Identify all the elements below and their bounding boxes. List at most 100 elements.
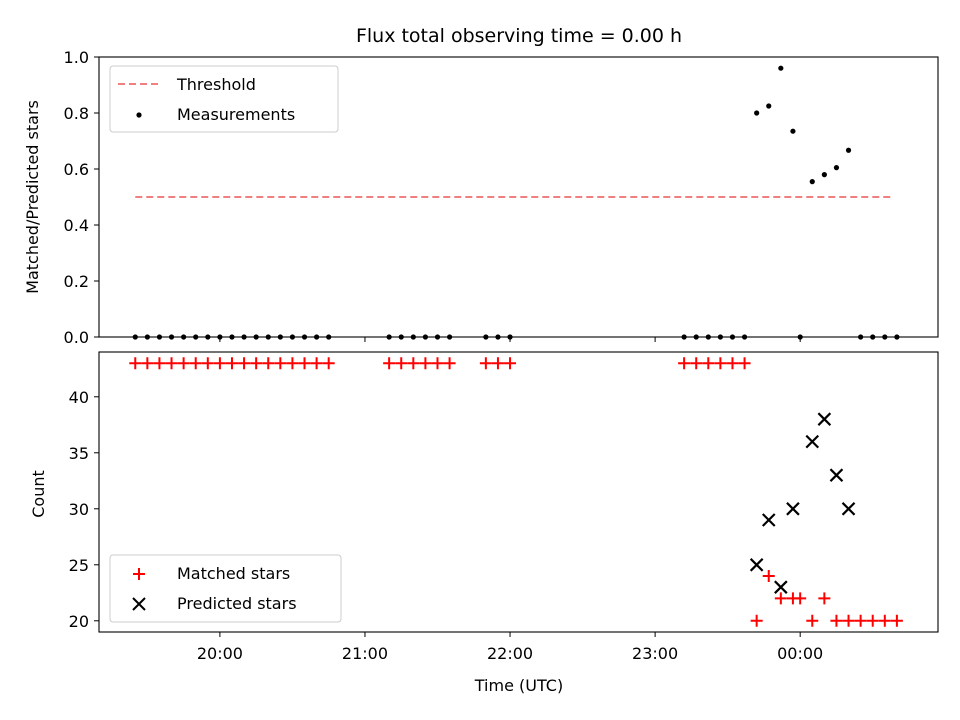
- measurement-point: [507, 334, 513, 340]
- bottom-y-ticks: 20 25 30 35 40: [69, 388, 99, 631]
- predicted-star-point: [841, 502, 856, 516]
- matched-star-point: [854, 614, 867, 627]
- top-marks: [132, 65, 900, 340]
- measurement-point: [265, 334, 271, 340]
- bottom-y-tick-label: 20: [69, 612, 89, 631]
- predicted-star-point: [761, 513, 776, 527]
- measurement-point: [326, 334, 332, 340]
- legend-measurements-label: Measurements: [177, 105, 295, 124]
- matched-star-point: [702, 357, 715, 370]
- matched-star-point: [750, 614, 763, 627]
- bottom-y-tick-label: 25: [69, 556, 89, 575]
- measurement-point: [434, 334, 441, 340]
- matched-star-point: [274, 357, 287, 370]
- predicted-star-point: [749, 558, 764, 572]
- matched-star-point: [678, 357, 691, 370]
- measurement-point: [386, 334, 392, 340]
- measurement-point: [495, 334, 501, 340]
- matched-star-point: [794, 592, 807, 605]
- matched-star-point: [165, 357, 178, 370]
- matched-star-point: [225, 357, 238, 370]
- chart-title: Flux total observing time = 0.00 h: [356, 25, 682, 47]
- measurement-point: [205, 334, 211, 340]
- x-tick-label: 20:00: [197, 644, 243, 663]
- matched-star-point: [383, 357, 396, 370]
- bottom-panel: 20 25 30 35 40 20:00 21:00 22:00 23:00 00:00 Cou…: [29, 351, 939, 695]
- measurement-point: [833, 165, 840, 171]
- legend-measurements-swatch: [136, 112, 142, 118]
- x-tick-label: 23:00: [632, 644, 678, 663]
- x-tick-label: 21:00: [342, 644, 388, 663]
- matched-star-point: [286, 357, 299, 370]
- bottom-legend-box: [109, 554, 342, 623]
- bottom-marks: [129, 357, 903, 627]
- measurement-point: [858, 334, 864, 340]
- top-y-tick-label: 0.0: [64, 328, 89, 347]
- measurement-point: [277, 334, 283, 340]
- measurement-point: [681, 334, 687, 340]
- measurement-point: [410, 334, 416, 340]
- measurement-point: [446, 334, 453, 340]
- measurement-point: [894, 334, 900, 340]
- bottom-x-ticks: 20:00 21:00 22:00 23:00 00:00: [197, 632, 823, 663]
- top-y-tick-label: 0.4: [64, 216, 89, 235]
- measurement-point: [422, 334, 429, 340]
- measurement-point: [217, 334, 223, 340]
- measurement-point: [168, 334, 175, 340]
- measurement-point: [766, 103, 772, 109]
- predicted-star-point: [817, 412, 832, 426]
- top-y-axis-label: Matched/Predicted stars: [23, 100, 42, 294]
- measurement-point: [289, 334, 296, 340]
- matched-star-point: [141, 357, 154, 370]
- matched-star-point: [322, 357, 335, 370]
- measurement-point: [809, 179, 815, 185]
- measurement-point: [717, 334, 723, 340]
- bottom-legend: Matched stars Predicted stars: [109, 554, 342, 623]
- legend-threshold-label: Threshold: [176, 75, 256, 94]
- matched-star-point: [189, 357, 202, 370]
- measurement-point: [181, 334, 187, 340]
- measurement-point: [253, 334, 259, 340]
- top-plot-frame: [98, 56, 939, 338]
- top-y-tick-label: 0.8: [64, 104, 89, 123]
- x-tick-label: 22:00: [487, 644, 533, 663]
- measurement-point: [398, 334, 404, 340]
- matched-star-point: [298, 357, 311, 370]
- matched-star-point: [830, 614, 843, 627]
- matched-star-point: [491, 357, 504, 370]
- measurement-point: [705, 334, 711, 340]
- measurement-point: [156, 334, 163, 340]
- measurement-point: [821, 172, 827, 178]
- matched-star-point: [201, 357, 214, 370]
- top-legend-box: [109, 65, 339, 133]
- matched-star-point: [419, 357, 432, 370]
- matched-star-point: [890, 614, 903, 627]
- measurement-point: [229, 334, 235, 340]
- matched-star-point: [866, 614, 879, 627]
- matched-star-point: [395, 357, 408, 370]
- matched-star-point: [738, 357, 751, 370]
- matched-star-point: [238, 357, 251, 370]
- top-y-tick-label: 0.2: [64, 272, 89, 291]
- matched-star-point: [213, 357, 226, 370]
- legend-matched-swatch: [133, 568, 145, 580]
- measurement-point: [797, 334, 803, 340]
- top-y-ticks: 0.0 0.2 0.4 0.6 0.8 1.0: [64, 48, 99, 347]
- matched-star-point: [714, 357, 727, 370]
- matched-star-point: [690, 357, 703, 370]
- measurement-point: [314, 334, 320, 340]
- matched-star-point: [806, 614, 819, 627]
- measurement-point: [193, 334, 199, 340]
- measurement-point: [729, 334, 736, 340]
- matched-star-point: [153, 357, 166, 370]
- matched-star-point: [407, 357, 420, 370]
- measurement-point: [870, 334, 876, 340]
- matched-star-point: [262, 357, 275, 370]
- legend-matched-label: Matched stars: [177, 564, 290, 583]
- bottom-y-axis-label: Count: [29, 470, 48, 518]
- top-panel: 0.0 0.2 0.4 0.6 0.8 1.0 Matched/Predicted sta…: [23, 48, 939, 347]
- matched-star-point: [774, 592, 787, 605]
- matched-star-point: [504, 357, 517, 370]
- matched-star-point: [250, 357, 263, 370]
